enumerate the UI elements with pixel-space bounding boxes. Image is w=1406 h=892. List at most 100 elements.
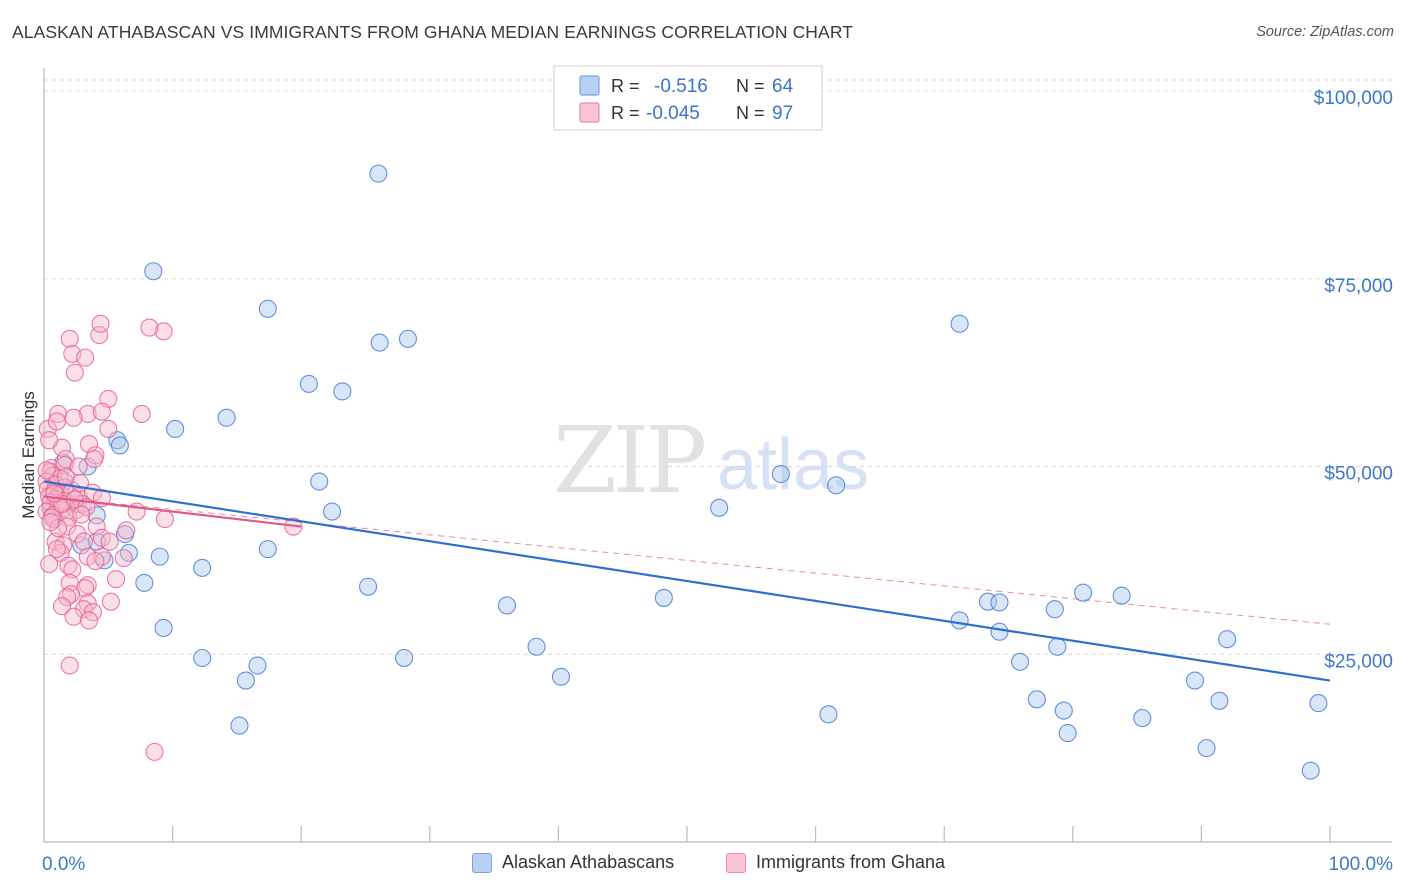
point-alaskan-athabascan <box>1058 724 1077 743</box>
point-alaskan-athabascan <box>370 333 389 352</box>
point-alaskan-athabascan <box>1048 637 1067 656</box>
point-immigrant-ghana <box>91 314 110 333</box>
point-alaskan-athabascan <box>990 622 1009 641</box>
point-immigrant-ghana <box>37 461 56 480</box>
series-alaskan-athabascans <box>41 164 1328 780</box>
point-immigrant-ghana <box>58 517 77 536</box>
legend-n-label-pink: N = <box>736 103 765 123</box>
point-immigrant-ghana <box>114 549 133 568</box>
point-immigrant-ghana <box>40 555 59 574</box>
point-immigrant-ghana <box>65 363 84 382</box>
trend-line-ghana-extension <box>43 496 1331 625</box>
point-alaskan-athabascan <box>299 374 318 393</box>
legend-item-immigrants-from-ghana[interactable]: Immigrants from Ghana <box>726 852 945 873</box>
chart-title: ALASKAN ATHABASCAN VS IMMIGRANTS FROM GH… <box>12 22 854 42</box>
y-axis-label: Median Earnings <box>19 391 38 519</box>
point-alaskan-athabascan <box>119 543 138 562</box>
legend-r-label-blue: R = <box>611 76 640 96</box>
point-alaskan-athabascan <box>1027 690 1046 709</box>
point-immigrant-ghana <box>72 505 91 524</box>
point-alaskan-athabascan <box>258 540 277 559</box>
legend-n-label-blue: N = <box>736 76 765 96</box>
legend-swatch-blue <box>579 75 600 96</box>
point-alaskan-athabascan <box>135 573 154 592</box>
y-tick-labels: $25,000 $50,000 $75,000 $100,000 <box>1314 88 1393 672</box>
point-alaskan-athabascan <box>359 577 378 596</box>
point-immigrant-ghana <box>47 540 66 559</box>
point-immigrant-ghana <box>100 532 119 551</box>
point-alaskan-athabascan <box>323 502 342 521</box>
watermark-atlas: atlas <box>717 425 869 505</box>
point-alaskan-athabascan <box>1133 709 1152 728</box>
legend-series: Alaskan Athabascans Immigrants from Ghan… <box>0 852 1406 878</box>
point-immigrant-ghana <box>76 348 95 367</box>
x-tick-label: 100.0% <box>1329 854 1394 875</box>
point-alaskan-athabascan <box>1054 701 1073 720</box>
legend-label-alaskan-athabascans: Alaskan Athabascans <box>502 852 675 872</box>
point-immigrant-ghana <box>60 329 79 348</box>
legend-stats: R = -0.516 N = 64 R = -0.045 N = 97 <box>553 65 823 131</box>
y-tick-label: $75,000 <box>1324 276 1393 297</box>
source-label: Source: ZipAtlas.com <box>1256 24 1394 40</box>
point-alaskan-athabascan <box>654 588 673 607</box>
point-immigrant-ghana <box>64 408 83 427</box>
point-alaskan-athabascan <box>1197 739 1216 758</box>
point-immigrant-ghana <box>145 742 164 761</box>
point-alaskan-athabascan <box>497 596 517 615</box>
y-tick-label: $100,000 <box>1314 88 1393 109</box>
watermark: ZIP atlas <box>553 407 869 514</box>
trend-lines <box>43 480 1331 682</box>
legend-r-value-blue: -0.516 <box>654 76 708 97</box>
point-alaskan-athabascan <box>950 314 969 333</box>
point-immigrant-ghana <box>106 570 126 589</box>
point-alaskan-athabascan <box>150 547 169 566</box>
point-alaskan-athabascan <box>310 472 329 491</box>
point-alaskan-athabascan <box>230 716 249 735</box>
point-alaskan-athabascan <box>333 382 352 401</box>
point-alaskan-athabascan <box>1210 691 1229 710</box>
point-immigrant-ghana <box>92 402 111 421</box>
point-immigrant-ghana <box>78 404 97 423</box>
x-tick-label: 0.0% <box>42 854 85 875</box>
point-alaskan-athabascan <box>710 498 729 517</box>
trend-line-ghana <box>43 495 302 528</box>
legend-n-value-pink: 97 <box>772 103 793 124</box>
point-alaskan-athabascan <box>1112 586 1131 605</box>
point-immigrant-ghana <box>74 532 93 551</box>
point-immigrant-ghana <box>41 513 60 532</box>
x-tick-labels: 0.0% 100.0% <box>42 854 1393 875</box>
point-alaskan-athabascan <box>819 705 838 724</box>
point-alaskan-athabascan <box>248 656 267 675</box>
point-alaskan-athabascan <box>258 299 277 318</box>
point-immigrant-ghana <box>154 322 173 341</box>
y-tick-label: $50,000 <box>1324 464 1393 485</box>
point-alaskan-athabascan <box>110 436 129 455</box>
point-alaskan-athabascan <box>236 671 255 690</box>
point-immigrant-ghana <box>64 607 83 626</box>
point-alaskan-athabascan <box>771 464 790 484</box>
point-alaskan-athabascan <box>193 558 212 577</box>
point-alaskan-athabascan <box>1185 671 1205 690</box>
point-immigrant-ghana <box>101 592 120 611</box>
point-immigrant-ghana <box>47 412 66 431</box>
point-immigrant-ghana <box>117 521 136 540</box>
point-alaskan-athabascan <box>527 637 546 656</box>
axes <box>43 68 1392 843</box>
point-alaskan-athabascan <box>827 476 846 495</box>
point-immigrant-ghana <box>78 576 97 595</box>
point-alaskan-athabascan <box>154 618 173 638</box>
point-immigrant-ghana <box>99 419 118 439</box>
point-alaskan-athabascan <box>369 164 388 183</box>
legend-n-value-blue: 64 <box>772 76 794 97</box>
legend-swatch-pink <box>579 102 600 123</box>
point-immigrant-ghana <box>155 510 174 529</box>
point-alaskan-athabascan <box>193 648 212 668</box>
point-alaskan-athabascan <box>144 262 163 281</box>
point-alaskan-athabascan <box>1218 630 1237 649</box>
point-alaskan-athabascan <box>395 648 414 668</box>
legend-r-value-pink: -0.045 <box>646 103 700 124</box>
point-alaskan-athabascan <box>1301 761 1320 780</box>
point-alaskan-athabascan <box>1045 600 1064 619</box>
legend-item-alaskan-athabascans[interactable]: Alaskan Athabascans <box>472 852 674 873</box>
